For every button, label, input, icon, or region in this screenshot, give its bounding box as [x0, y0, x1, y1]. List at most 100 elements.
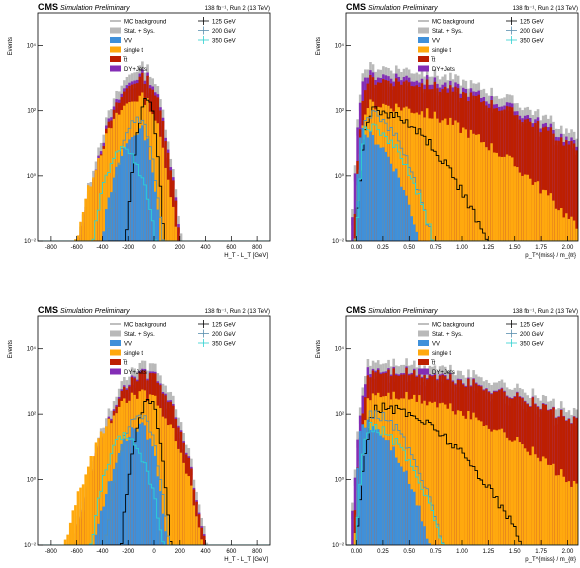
bar-vv — [384, 151, 388, 241]
uncertainty-band-bar — [492, 382, 496, 399]
bar-dy-jets — [351, 217, 354, 241]
legend-entry: 200 GeV — [520, 332, 544, 338]
bar-single-t — [79, 487, 82, 545]
x-tick-label: 0.75 — [430, 245, 442, 251]
bar-vv — [420, 521, 424, 545]
bar-vv — [418, 505, 421, 545]
plot-area — [38, 61, 270, 241]
lumi-label: 138 fb⁻¹, Run 2 (13 TeV) — [205, 309, 270, 315]
bar-t-t — [554, 140, 558, 241]
legend-entry: 125 GeV — [212, 323, 236, 329]
bar-single-t — [505, 437, 509, 545]
legend-swatch — [110, 368, 121, 375]
bar-single-t — [200, 539, 203, 545]
bar-single-t — [97, 438, 100, 545]
bar-vv — [361, 424, 365, 545]
lumi-label: 138 fb⁻¹, Run 2 (13 TeV) — [513, 6, 578, 12]
x-tick-label: 0.75 — [430, 549, 442, 555]
bar-single-t — [92, 456, 95, 545]
bar-single-t — [567, 481, 571, 545]
bar-single-t — [565, 482, 568, 545]
legend-entry: 125 GeV — [520, 323, 544, 329]
bar-single-t — [539, 193, 542, 241]
bar-single-t — [418, 395, 421, 545]
bar-vv — [128, 139, 131, 241]
bar-single-t — [413, 394, 416, 545]
plot-area — [38, 360, 270, 545]
bar-single-t — [505, 154, 509, 241]
x-tick-label: 0.25 — [377, 549, 389, 555]
bar-single-t — [425, 405, 429, 545]
legend-entry: 350 GeV — [212, 39, 236, 45]
bar-vv — [394, 457, 398, 545]
bar-single-t — [498, 156, 501, 241]
bar-vv — [120, 443, 124, 545]
uncertainty-band-bar — [474, 374, 478, 391]
y-tick-label: 10⁻² — [24, 543, 36, 549]
bar-single-t — [84, 198, 87, 241]
bar-single-t — [99, 155, 103, 241]
bar-single-t — [456, 122, 460, 241]
legend-entry: VV — [124, 39, 132, 45]
bar-single-t — [89, 186, 93, 241]
bar-single-t — [510, 441, 514, 545]
uncertainty-band-bar — [133, 368, 136, 385]
bar-vv — [110, 192, 113, 241]
bar-vv — [371, 135, 375, 241]
legend-swatch — [110, 46, 121, 53]
bar-vv — [123, 438, 126, 545]
x-axis-label: H_T - L_T [GeV] — [224, 253, 268, 259]
uncertainty-band-bar — [397, 366, 401, 383]
x-tick-label: 2.00 — [562, 245, 574, 251]
bar-single-t — [490, 143, 493, 241]
bar-vv — [425, 538, 429, 545]
bar-single-t — [462, 127, 465, 241]
legend-entry: 350 GeV — [520, 342, 544, 348]
bar-single-t — [99, 431, 103, 545]
bar-single-t — [407, 108, 411, 241]
bar-single-t — [536, 457, 540, 545]
bar-t-t — [570, 423, 573, 545]
bar-single-t — [184, 473, 188, 545]
bar-single-t — [81, 484, 85, 545]
bar-vv — [151, 172, 154, 241]
legend-entry: MC background — [432, 20, 474, 26]
bar-t-t — [353, 510, 357, 545]
legend-entry: MC background — [124, 20, 166, 26]
legend: MC background Stat. + Sys. VV single t t̅t DY… — [418, 320, 544, 376]
legend-swatch — [110, 349, 121, 356]
bar-vv — [143, 140, 147, 241]
uncertainty-band-bar — [508, 389, 511, 406]
uncertainty-band-bar — [505, 94, 509, 111]
bar-single-t — [492, 152, 496, 241]
bar-single-t — [407, 399, 411, 545]
bar-vv — [376, 144, 380, 241]
bar-single-t — [477, 134, 481, 241]
bar-single-t — [495, 430, 499, 545]
bar-single-t — [161, 147, 165, 241]
bar-single-t — [464, 129, 468, 241]
signal-line-350-gev — [38, 432, 270, 545]
x-tick-label: 600 — [226, 549, 237, 555]
bar-vv — [423, 526, 426, 545]
bar-single-t — [485, 425, 488, 545]
bar-vv — [405, 195, 408, 241]
x-tick-label: 0 — [152, 549, 156, 555]
bar-vv — [105, 209, 108, 241]
bar-single-t — [554, 208, 558, 241]
bar-single-t — [472, 412, 475, 545]
legend-entry: Stat. + Sys. — [124, 332, 155, 338]
legend: MC background Stat. + Sys. VV single t t̅t DY… — [110, 17, 236, 73]
y-tick-label: 10⁻² — [332, 239, 344, 245]
bar-single-t — [179, 452, 183, 545]
bar-single-t — [74, 239, 77, 241]
bar-t-t — [547, 130, 550, 241]
x-tick-label: -200 — [122, 245, 135, 251]
x-tick-label: -800 — [45, 245, 58, 251]
uncertainty-band-bar — [182, 432, 185, 450]
bar-single-t — [472, 133, 475, 241]
bar-vv — [151, 446, 154, 545]
bar-vv — [156, 476, 160, 545]
uncertainty-band-bar — [575, 138, 578, 155]
bar-t-t — [177, 227, 180, 241]
